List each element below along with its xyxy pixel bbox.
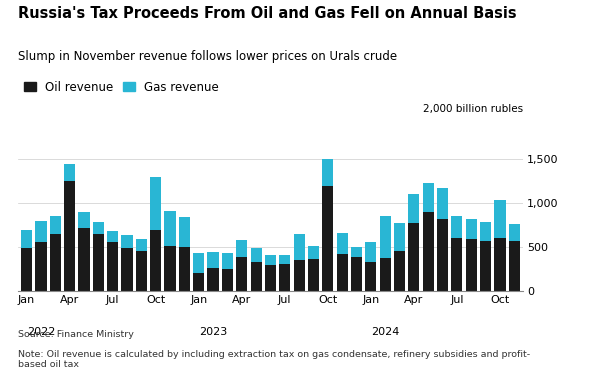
Bar [451,238,463,291]
Bar [121,248,133,291]
Bar [193,273,204,291]
Bar [380,216,391,258]
Bar [236,257,248,291]
Text: 2022: 2022 [26,327,55,337]
Bar [136,239,147,251]
Bar [437,219,448,291]
Bar [78,212,90,228]
Bar [121,235,133,248]
Bar [437,188,448,219]
Bar [179,247,190,291]
Bar [351,257,362,291]
Bar [179,217,190,247]
Bar [308,246,319,258]
Bar [408,223,419,291]
Bar [508,241,520,291]
Bar [322,186,334,291]
Bar [466,219,477,239]
Bar [480,222,491,241]
Bar [107,242,118,291]
Bar [365,262,376,291]
Text: Russia's Tax Proceeds From Oil and Gas Fell on Annual Basis: Russia's Tax Proceeds From Oil and Gas F… [18,6,517,21]
Bar [251,248,261,262]
Bar [93,234,104,291]
Bar [150,229,161,291]
Bar [423,183,434,212]
Bar [293,260,305,291]
Bar [322,159,334,186]
Bar [351,247,362,257]
Bar [265,256,276,265]
Bar [293,234,305,260]
Bar [380,258,391,291]
Bar [279,264,290,291]
Text: 2023: 2023 [199,327,227,337]
Bar [394,251,405,291]
Bar [451,216,463,238]
Bar [365,242,376,262]
Bar [78,228,90,291]
Bar [165,246,175,291]
Bar [222,253,233,269]
Bar [308,258,319,291]
Bar [136,251,147,291]
Bar [35,242,46,291]
Bar [495,200,505,238]
Bar [35,221,46,242]
Bar [150,177,161,229]
Bar [236,240,248,257]
Bar [408,194,419,223]
Bar [265,265,276,291]
Bar [466,239,477,291]
Text: 2024: 2024 [371,327,399,337]
Bar [495,238,505,291]
Bar [337,254,348,291]
Bar [50,216,61,234]
Text: Source: Finance Ministry: Source: Finance Ministry [18,330,134,339]
Bar [107,231,118,242]
Bar [64,164,75,181]
Bar [508,224,520,241]
Bar [480,241,491,291]
Bar [394,223,405,251]
Bar [337,233,348,254]
Bar [222,269,233,291]
Bar [279,256,290,264]
Bar [193,253,204,273]
Text: 2,000 billion rubles: 2,000 billion rubles [423,104,523,114]
Bar [21,248,32,291]
Bar [21,231,32,248]
Text: Slump in November revenue follows lower prices on Urals crude: Slump in November revenue follows lower … [18,50,397,63]
Bar [93,222,104,234]
Bar [64,181,75,291]
Bar [207,252,219,268]
Bar [251,262,261,291]
Bar [50,234,61,291]
Bar [165,211,175,246]
Text: Note: Oil revenue is calculated by including extraction tax on gas condensate, r: Note: Oil revenue is calculated by inclu… [18,350,530,369]
Bar [423,212,434,291]
Legend: Oil revenue, Gas revenue: Oil revenue, Gas revenue [24,81,219,94]
Bar [207,268,219,291]
